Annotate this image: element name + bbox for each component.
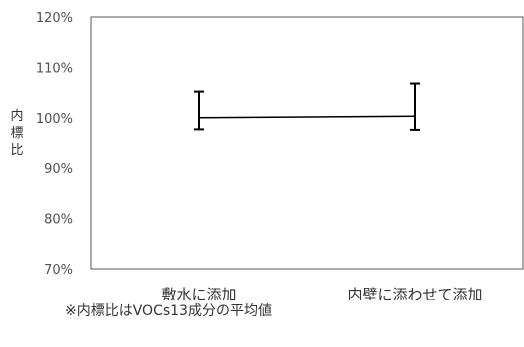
series-line xyxy=(198,115,416,119)
y-axis-label: 内標比 xyxy=(10,108,23,158)
x-category-label: 敷水に添加 xyxy=(161,286,236,300)
footnote: ※内標比はVOCs13成分の平均値 xyxy=(65,303,272,319)
plot-frame xyxy=(90,16,524,270)
y-tick-label: 80% xyxy=(44,213,73,228)
x-category-label: 内壁に添わせて添加 xyxy=(347,286,482,300)
y-tick-label: 90% xyxy=(44,162,73,177)
y-tick-label: 70% xyxy=(44,263,73,278)
y-tick-label: 110% xyxy=(36,61,73,76)
chart: 70% 80% 90% 100% 110% 120% 敷水に添加 内壁に添わせて添加 内標比 xyxy=(10,11,524,300)
y-tick-label: 100% xyxy=(36,112,73,127)
y-tick-label: 120% xyxy=(36,11,73,26)
